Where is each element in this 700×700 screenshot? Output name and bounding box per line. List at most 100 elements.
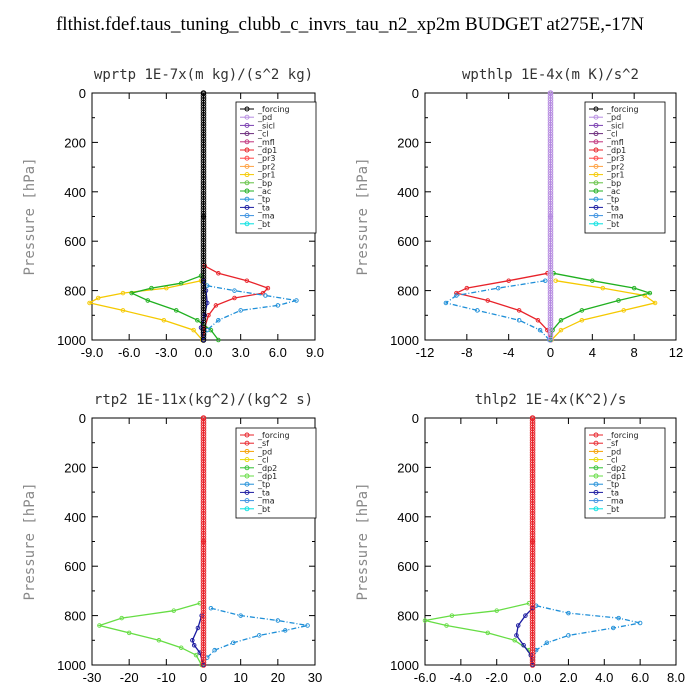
x-tick-label: -6.0 (414, 670, 436, 685)
data-point (579, 317, 585, 323)
data-point (545, 327, 550, 333)
data-point (238, 613, 243, 618)
data-point (213, 303, 219, 308)
data-point (119, 615, 124, 621)
data-point (533, 647, 539, 653)
data-point (156, 638, 162, 643)
y-tick-label: 200 (397, 135, 419, 150)
legend-entry: _sf (257, 439, 269, 448)
data-point (120, 308, 126, 313)
data-point (523, 613, 528, 618)
y-tick-label: 1000 (57, 333, 86, 348)
data-point (631, 285, 637, 291)
data-point (120, 290, 126, 296)
legend-marker (244, 139, 250, 145)
data-point (616, 615, 621, 621)
data-point (87, 300, 92, 306)
data-point (305, 623, 310, 628)
legend-entry: _pr2 (257, 162, 275, 171)
data-point (600, 285, 606, 291)
legend-marker (244, 147, 250, 153)
legend-marker (593, 180, 599, 186)
data-point (521, 642, 526, 648)
y-tick-label: 1000 (390, 658, 419, 673)
legend-entry: _tp (257, 480, 270, 489)
legend-entry: _pd (257, 113, 272, 122)
data-point (275, 618, 281, 623)
legend-entry: _dp1 (257, 146, 277, 155)
data-point (652, 300, 658, 306)
data-point (232, 288, 237, 293)
data-point (443, 300, 449, 306)
data-point (244, 278, 250, 283)
data-point (537, 327, 543, 333)
series-line-ta (515, 607, 534, 666)
data-point (208, 605, 214, 611)
data-point (145, 298, 150, 303)
series-line-dp1 (454, 272, 552, 341)
data-point (97, 623, 102, 628)
legend-marker (244, 188, 250, 194)
data-point (195, 317, 200, 323)
data-point (201, 662, 206, 668)
legend-marker (593, 221, 599, 227)
data-point (161, 317, 167, 323)
panel-title: thlp2 1E-4x(K^2)/s (475, 392, 627, 408)
x-tick-label: 0.0 (194, 345, 212, 360)
legend-marker (244, 481, 250, 487)
data-point (566, 633, 571, 638)
y-tick-label: 0 (412, 86, 419, 101)
x-tick-label: 9.0 (306, 345, 324, 360)
data-point (566, 610, 571, 616)
data-point (535, 317, 541, 323)
legend-marker (593, 106, 599, 112)
y-tick-label: 0 (412, 411, 419, 426)
legend-marker (244, 131, 250, 137)
legend-entry: _tp (606, 480, 619, 489)
series-line-ac (129, 275, 219, 341)
data-point (514, 633, 519, 638)
legend-marker (593, 481, 599, 487)
legend-entry: _ta (606, 488, 619, 497)
legend-entry: _ac (606, 187, 620, 196)
legend-marker (244, 106, 250, 112)
zero-profile-marker (529, 662, 536, 668)
panel-title: wprtp 1E-7x(m kg)/(s^2 kg) (94, 67, 313, 83)
legend-marker (593, 122, 599, 128)
data-point (444, 623, 449, 628)
y-tick-label: 200 (64, 135, 86, 150)
legend-marker (593, 440, 599, 446)
legend-entry: _pr1 (257, 171, 275, 180)
series-line-tp (202, 607, 308, 666)
legend-entry: _sicl (257, 121, 275, 130)
x-tick-label: -9.0 (81, 345, 103, 360)
series-line-dp1 (202, 265, 270, 341)
y-tick-label: 1000 (390, 333, 419, 348)
y-tick-label: 0 (79, 86, 86, 101)
legend-entry: _ta (606, 203, 619, 212)
series-line-ac (549, 272, 653, 341)
legend-marker (593, 432, 599, 438)
x-tick-label: 0.0 (524, 670, 542, 685)
legend-entry: _cl (606, 456, 618, 465)
legend-marker (593, 139, 599, 145)
series-line-tp (531, 605, 641, 666)
data-point (265, 285, 271, 291)
x-tick-label: 6.0 (631, 670, 649, 685)
legend-marker (244, 498, 250, 504)
data-point (275, 303, 281, 308)
data-point (191, 642, 197, 648)
data-point (204, 327, 210, 333)
data-point (197, 601, 203, 606)
data-point (201, 539, 206, 544)
data-point (530, 415, 535, 421)
legend-marker (593, 448, 599, 454)
data-point (579, 308, 585, 313)
legend-marker (244, 473, 250, 479)
data-point (178, 280, 184, 286)
data-point (232, 295, 237, 301)
zero-profile-marker (200, 659, 207, 666)
legend-entry: _mfl (606, 138, 624, 147)
legend-marker (244, 155, 250, 161)
